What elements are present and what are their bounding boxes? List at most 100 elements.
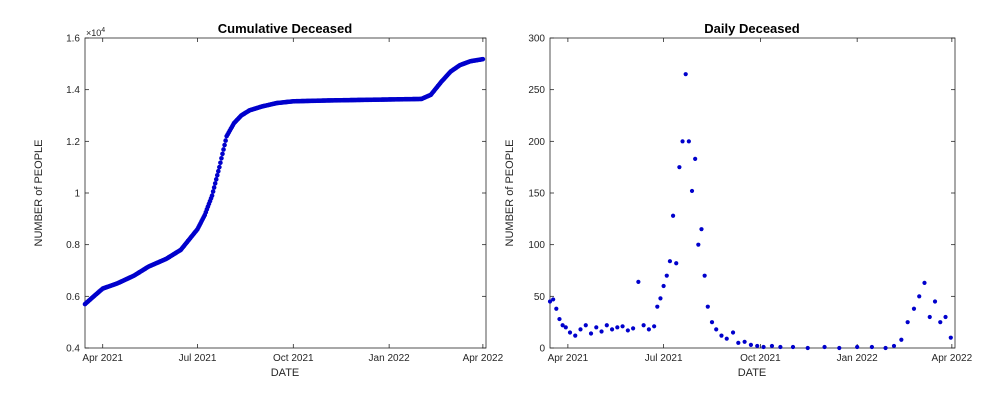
- daily-point: [631, 326, 636, 331]
- daily-x-ticks: Apr 2021 Jul 2021 Oct 2021 Jan 2022 Apr 2022: [548, 38, 973, 364]
- daily-point: [724, 336, 729, 341]
- daily-y-label: NUMBER of PEOPLE: [504, 140, 516, 247]
- daily-point: [567, 330, 573, 335]
- cumulative-point: [211, 185, 217, 190]
- daily-point: [680, 139, 685, 144]
- daily-point: [551, 297, 556, 302]
- daily-points: [547, 72, 953, 351]
- cumulative-x-label: DATE: [271, 367, 300, 379]
- cumulative-y-tick-label: 0.8: [66, 240, 80, 251]
- daily-point: [761, 344, 766, 350]
- daily-point: [615, 325, 620, 330]
- cumulative-point: [210, 189, 216, 194]
- daily-y-tick-label: 250: [528, 85, 545, 96]
- daily-point: [689, 188, 695, 194]
- daily-y-tick-label: 300: [528, 34, 545, 45]
- daily-point: [609, 327, 615, 332]
- daily-point: [790, 344, 796, 350]
- cumulative-y-tick-label: 0.6: [66, 292, 80, 303]
- cumulative-point: [217, 164, 222, 170]
- daily-point: [742, 339, 747, 344]
- daily-axes-box: [549, 37, 956, 349]
- cumulative-points: [82, 56, 486, 307]
- daily-point: [599, 329, 604, 334]
- daily-x-tick-label: Apr 2021: [548, 353, 589, 364]
- daily-point: [547, 299, 553, 304]
- daily-x-tick-label: Jul 2021: [645, 353, 683, 364]
- cumulative-x-tick-label: Jan 2022: [369, 353, 411, 364]
- daily-y-tick-label: 100: [528, 240, 545, 251]
- daily-x-tick-label: Apr 2022: [932, 353, 973, 364]
- daily-x-tick-label: Oct 2021: [740, 353, 781, 364]
- cumulative-point: [220, 151, 225, 157]
- daily-point: [560, 323, 565, 328]
- daily-point: [709, 320, 715, 325]
- daily-point: [583, 323, 588, 328]
- cumulative-y-tick-label: 1: [74, 189, 80, 200]
- cumulative-point: [221, 147, 226, 152]
- daily-point: [883, 345, 888, 351]
- cumulative-y-tick-label: 0.4: [66, 344, 80, 355]
- cumulative-y-exponent-power: 4: [101, 27, 105, 34]
- daily-point: [927, 314, 932, 320]
- daily-point: [943, 314, 948, 320]
- daily-point: [938, 320, 943, 325]
- daily-point: [667, 259, 673, 264]
- cumulative-y-ticks: 0.4 0.6 0.8 1 1.2 1.4 1.6: [66, 34, 486, 355]
- daily-point: [730, 330, 736, 335]
- cumulative-x-ticks: Apr 2021 Jul 2021 Oct 2021 Jan 2022 Apr 2022: [82, 38, 504, 364]
- daily-point: [625, 328, 630, 333]
- daily-point: [748, 342, 754, 347]
- daily-point: [683, 72, 688, 77]
- cumulative-point: [480, 56, 486, 62]
- cumulative-chart: Cumulative Deceased ×104 0.4 0.6 0.8 1 1.2 1.…: [33, 21, 504, 379]
- daily-point: [686, 139, 691, 144]
- cumulative-y-tick-label: 1.2: [66, 137, 80, 148]
- cumulative-x-tick-label: Jul 2021: [179, 353, 217, 364]
- daily-point: [652, 324, 657, 329]
- daily-point: [620, 324, 625, 329]
- cumulative-x-tick-label: Apr 2022: [463, 353, 504, 364]
- daily-point: [696, 242, 701, 247]
- daily-point: [573, 333, 578, 338]
- cumulative-point: [223, 138, 228, 143]
- cumulative-point: [213, 177, 219, 182]
- daily-point: [917, 294, 922, 299]
- daily-point: [922, 280, 927, 285]
- daily-point: [948, 335, 953, 340]
- cumulative-point: [219, 156, 224, 161]
- daily-point: [699, 227, 704, 232]
- cumulative-y-tick-label: 1.6: [66, 34, 80, 45]
- cumulative-point: [212, 181, 218, 186]
- daily-y-tick-label: 0: [539, 344, 545, 355]
- daily-point: [736, 340, 741, 345]
- daily-point: [658, 296, 663, 301]
- daily-y-tick-label: 150: [528, 189, 545, 200]
- daily-point: [822, 344, 827, 350]
- cumulative-point: [222, 142, 227, 148]
- daily-point: [899, 337, 904, 342]
- daily-point: [905, 320, 910, 325]
- daily-point: [869, 344, 874, 350]
- daily-point: [891, 343, 897, 349]
- daily-point: [693, 156, 698, 161]
- daily-chart: Daily Deceased 0 50 100 150 200 250 300 Apr 20…: [504, 21, 973, 379]
- cumulative-x-tick-label: Oct 2021: [273, 353, 314, 364]
- cumulative-y-exponent: ×104: [86, 27, 105, 38]
- daily-point: [755, 343, 760, 349]
- daily-point: [641, 323, 646, 328]
- daily-point: [636, 279, 641, 284]
- cumulative-x-tick-label: Apr 2021: [82, 353, 123, 364]
- daily-x-tick-label: Jan 2022: [837, 353, 879, 364]
- daily-y-tick-label: 200: [528, 137, 545, 148]
- daily-point: [604, 323, 609, 328]
- cumulative-axes-box: [84, 37, 487, 349]
- daily-point: [705, 304, 710, 309]
- daily-x-label: DATE: [738, 367, 767, 379]
- daily-point: [554, 306, 559, 311]
- daily-point: [661, 283, 666, 289]
- daily-point: [677, 165, 682, 170]
- daily-point: [702, 273, 707, 278]
- cumulative-point: [209, 193, 215, 198]
